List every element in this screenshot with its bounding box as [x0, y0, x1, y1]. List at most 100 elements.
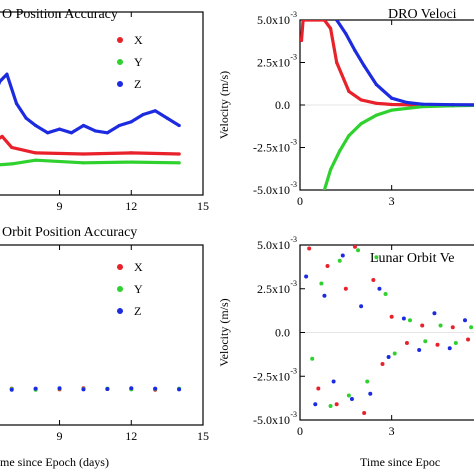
y-tick-exponent: -3	[290, 138, 297, 147]
data-point-y	[365, 379, 370, 384]
data-point-y	[408, 318, 412, 323]
data-point-y	[346, 393, 351, 398]
data-point-x	[435, 342, 440, 347]
series-line-x	[0, 134, 181, 156]
data-point-x	[362, 411, 367, 415]
data-layer	[0, 72, 181, 167]
data-point-x	[301, 20, 305, 22]
panel-4: 0365.0x10-32.5x10-30.0-2.5x10-3-5.0x10-3…	[217, 235, 474, 469]
y-tick-exponent: -3	[290, 180, 297, 189]
data-point-z	[340, 253, 345, 258]
data-point-z	[57, 127, 62, 131]
data-point-z	[362, 64, 366, 68]
y-tick-exponent: -3	[290, 235, 297, 244]
data-point-z	[81, 387, 86, 392]
data-point-y	[453, 341, 458, 345]
plot-frame	[0, 244, 204, 426]
legend-marker-y	[117, 59, 123, 65]
data-point-y	[328, 404, 333, 408]
data-point-y	[10, 162, 14, 166]
chart-title: O Position Accuracy	[2, 7, 118, 22]
data-point-z	[141, 112, 145, 117]
data-point-y	[34, 158, 38, 162]
data-point-z	[105, 387, 110, 391]
data-point-z	[451, 103, 455, 107]
data-point-z	[117, 123, 121, 128]
data-point-z	[9, 387, 14, 392]
y-tick-exponent: -3	[290, 10, 297, 19]
data-point-y	[129, 160, 133, 164]
data-point-x	[129, 151, 133, 155]
x-tick-label: 0	[297, 194, 303, 208]
data-point-z	[374, 83, 378, 87]
series-line-y	[0, 158, 181, 167]
y-tick-exponent: -3	[290, 366, 297, 375]
y-tick-label: 2.5x10	[257, 56, 290, 70]
data-point-y	[383, 292, 388, 296]
legend-marker-y	[117, 286, 123, 292]
data-point-y	[359, 122, 363, 126]
data-point-y	[322, 188, 327, 190]
data-point-z	[34, 123, 38, 128]
data-point-z	[24, 116, 28, 120]
data-point-z	[386, 355, 391, 359]
data-point-z	[313, 402, 318, 407]
data-point-z	[322, 293, 327, 298]
data-point-z	[377, 286, 382, 291]
data-point-z	[45, 131, 50, 135]
y-tick-exponent: -3	[290, 53, 297, 62]
data-point-z	[344, 31, 348, 36]
data-point-x	[316, 386, 321, 391]
data-point-x	[300, 38, 304, 42]
y-tick-label: 5.0x10	[257, 238, 290, 252]
data-point-x	[371, 278, 376, 282]
y-axis-label: Velocity (m/s)	[217, 71, 231, 139]
x-tick-label: 9	[57, 199, 63, 213]
data-layer	[9, 386, 182, 392]
data-point-x	[0, 134, 4, 139]
data-point-x	[374, 101, 378, 105]
data-point-x	[353, 245, 357, 249]
data-point-x	[450, 325, 455, 330]
data-point-z	[447, 346, 452, 351]
data-point-x	[343, 286, 348, 291]
legend-marker-x	[117, 264, 123, 270]
data-point-z	[432, 311, 437, 316]
y-tick-label: -2.5x10	[253, 369, 290, 383]
panel-1: 9 12 15 O Position Accuracy XYZ	[0, 7, 209, 213]
data-point-y	[423, 339, 428, 344]
data-point-z	[405, 100, 409, 105]
y-tick-label: 2.5x10	[257, 282, 290, 296]
y-tick-label: 0.0	[275, 326, 290, 340]
data-point-z	[69, 131, 74, 135]
series-line-z	[335, 20, 474, 107]
data-point-y	[374, 255, 379, 260]
chart-title: Orbit Position Accuracy	[2, 225, 137, 240]
data-point-z	[5, 72, 9, 76]
data-point-x	[335, 60, 339, 65]
data-point-z	[177, 123, 181, 128]
data-point-x	[10, 145, 14, 150]
x-tick-label: 9	[57, 429, 63, 443]
data-point-z	[165, 116, 169, 120]
legend-label-y: Y	[134, 55, 143, 69]
data-point-z	[93, 129, 98, 133]
data-point-x	[307, 246, 312, 251]
data-point-y	[374, 113, 378, 117]
data-point-y	[338, 149, 342, 153]
data-point-y	[81, 161, 86, 165]
data-point-z	[359, 304, 364, 309]
data-point-z	[463, 318, 467, 323]
data-point-x	[466, 337, 471, 342]
x-axis-label: Time since Epoc	[360, 455, 440, 469]
data-point-x	[34, 151, 38, 155]
data-point-x	[420, 323, 425, 328]
data-point-y	[438, 323, 443, 328]
data-point-z	[304, 274, 309, 279]
data-point-y	[328, 168, 333, 172]
panel-2: 0365.0x10-32.5x10-30.0-2.5x10-3-5.0x10-3…	[217, 7, 474, 208]
data-point-x	[347, 89, 351, 93]
y-tick-exponent: -3	[290, 410, 297, 419]
data-point-z	[401, 316, 406, 321]
